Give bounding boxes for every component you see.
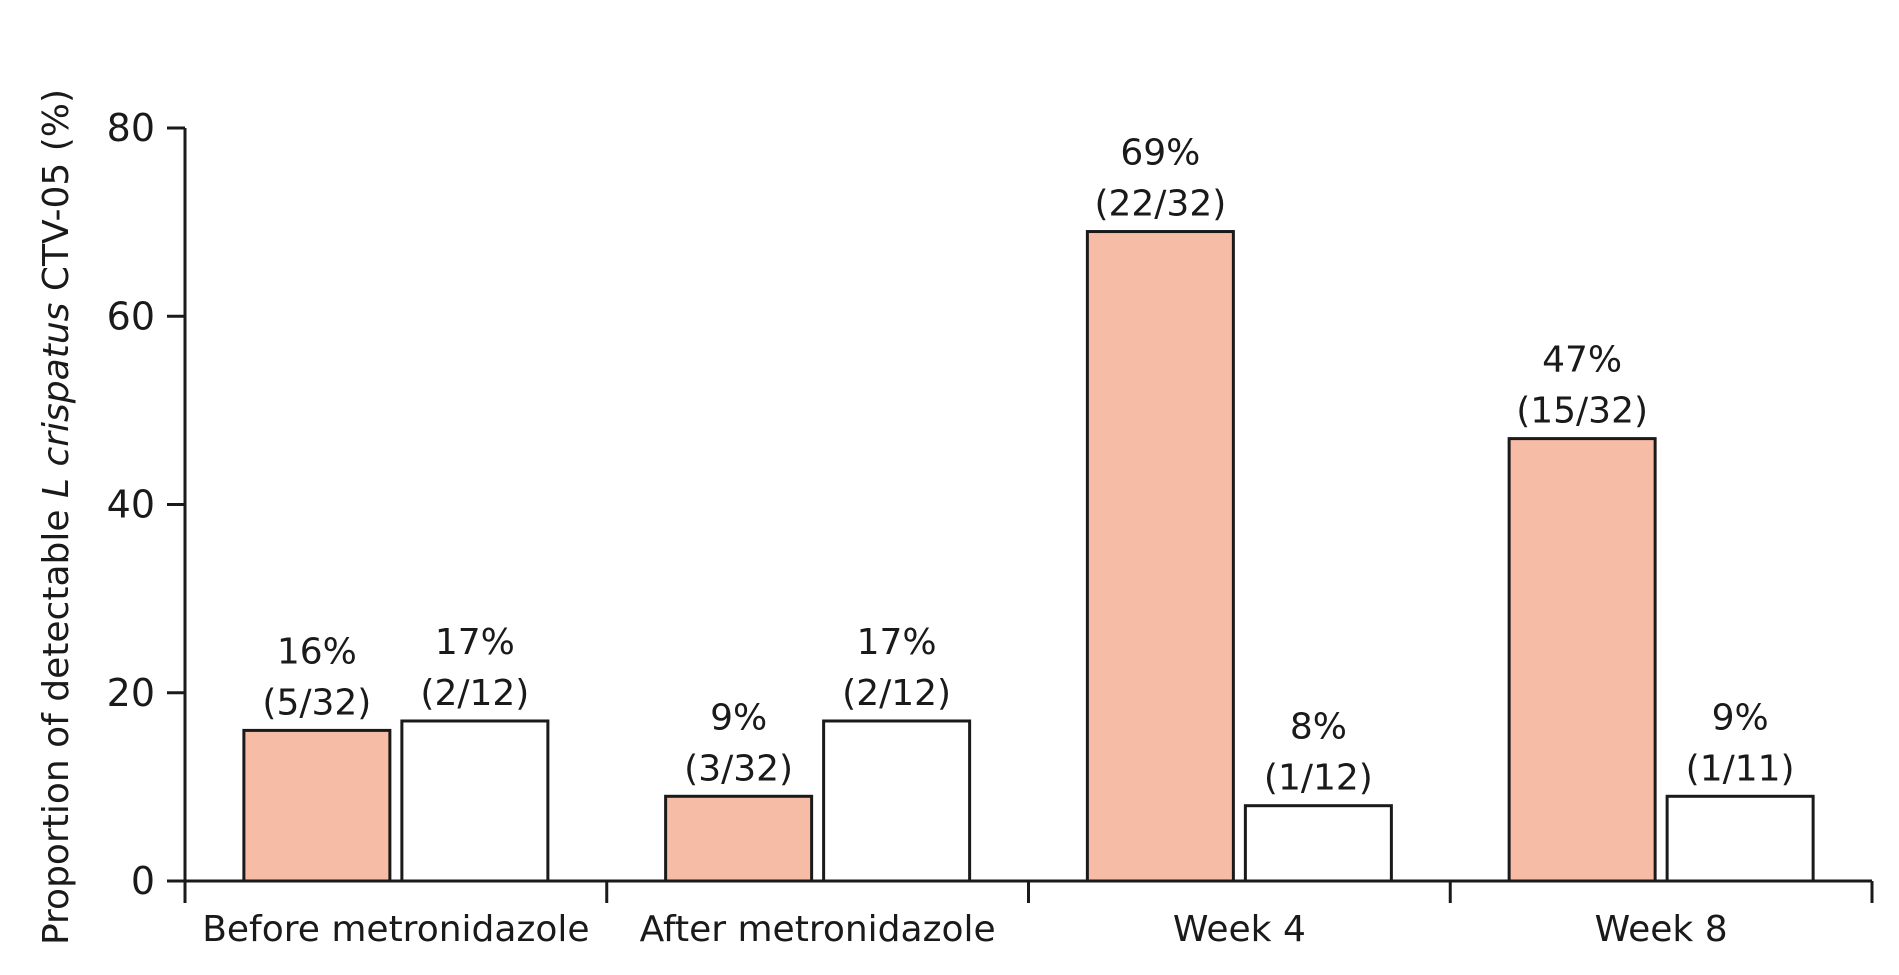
x-category-label: After metronidazole: [640, 909, 996, 950]
x-category-label: Week 4: [1173, 909, 1306, 950]
bar: [1507, 437, 1657, 883]
bar-percent-label: 9%: [710, 697, 767, 738]
bar: [242, 728, 392, 883]
bar-count-label: (3/32): [684, 748, 793, 789]
svg-text:Proportion of detectable L cri: Proportion of detectable L crispatus CTV…: [36, 89, 77, 945]
bar-percent-label: 16%: [277, 631, 357, 672]
y-axis-title-italic: L crispatus: [36, 303, 77, 498]
bar-count-label: (1/12): [1264, 758, 1373, 799]
bar-percent-label: 69%: [1120, 133, 1200, 174]
bar-count-label: (15/32): [1516, 391, 1648, 432]
bar: [664, 794, 814, 883]
bar-percent-label: 8%: [1290, 707, 1347, 748]
bar-count-label: (2/12): [420, 673, 529, 714]
bar-percent-label: 17%: [857, 622, 937, 663]
bar: [1085, 230, 1235, 883]
bar-percent-label: 17%: [435, 622, 515, 663]
bar: [1243, 804, 1393, 883]
bars: [242, 230, 1815, 883]
bar-count-label: (1/11): [1686, 748, 1795, 789]
bar-count-label: (22/32): [1094, 184, 1226, 225]
bar-percent-label: 47%: [1542, 340, 1622, 381]
bar-count-label: (2/12): [842, 673, 951, 714]
y-tick-label: 20: [107, 671, 155, 715]
y-axis-title-suffix: CTV-05 (%): [36, 89, 77, 303]
y-tick-label: 60: [107, 294, 155, 338]
bar-percent-label: 9%: [1712, 697, 1769, 738]
x-category-label: Week 8: [1595, 909, 1728, 950]
bar-count-label: (5/32): [262, 682, 371, 723]
bar: [400, 719, 550, 883]
x-category-label: Before metronidazole: [202, 909, 589, 950]
data-labels: 16% (5/32) 9% (3/32) 69% (22/32) 47% (15/32) 17%…: [262, 133, 1794, 799]
bar: [822, 719, 972, 883]
y-axis-title-prefix: Proportion of detectable: [36, 498, 77, 945]
y-tick-label: 0: [131, 859, 155, 903]
y-axis-title: Proportion of detectable L crispatus CTV…: [36, 89, 77, 945]
y-tick-label: 40: [107, 483, 155, 527]
y-tick-label: 80: [107, 106, 155, 150]
bar: [1665, 794, 1815, 883]
